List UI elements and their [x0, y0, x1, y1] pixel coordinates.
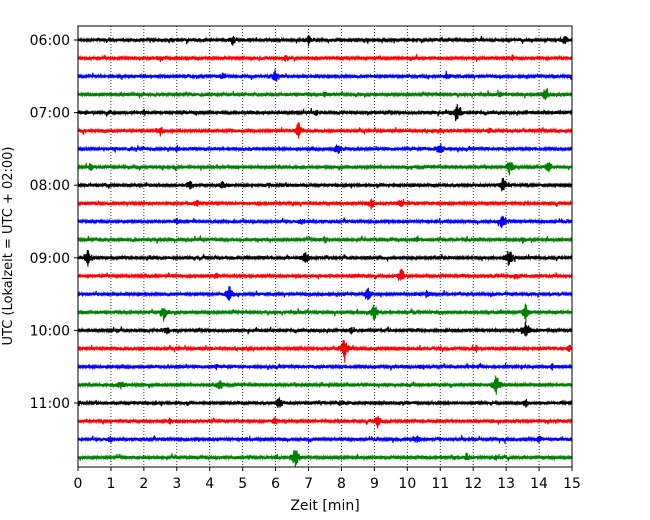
- seismic-traces: [77, 35, 573, 468]
- x-tick-label: 15: [563, 476, 581, 492]
- y-tick-label: 07:00: [30, 106, 70, 122]
- trace-line: [77, 415, 573, 429]
- trace-line: [77, 397, 573, 409]
- x-tick-label: 4: [205, 476, 214, 492]
- trace-line: [77, 250, 573, 267]
- trace-line: [77, 450, 573, 468]
- y-tick-label: 09:00: [30, 251, 70, 267]
- trace-line: [77, 215, 573, 229]
- trace-line: [77, 143, 573, 154]
- x-tick-label: 7: [304, 476, 313, 492]
- plot-background: [78, 26, 572, 467]
- x-tick-label: 14: [530, 476, 548, 492]
- x-tick-label: 3: [172, 476, 181, 492]
- y-tick-label: 06:00: [30, 33, 70, 49]
- trace-line: [77, 103, 573, 122]
- trace-line: [77, 339, 573, 363]
- x-tick-label: 2: [139, 476, 148, 492]
- trace-line: [77, 435, 573, 444]
- y-tick-label: 11:00: [30, 396, 70, 412]
- trace-line: [77, 286, 573, 301]
- y-tick-label: 10:00: [30, 323, 70, 339]
- x-axis-ticks: 0 1 2 3 4 5 6 7 8 9 10 11 12 13 14 15: [74, 467, 581, 492]
- trace-line: [77, 303, 573, 323]
- trace-line: [77, 54, 573, 63]
- plot-frame: [77, 25, 573, 468]
- y-axis-label: UTC (Lokalzeit = UTC + 02:00): [1, 147, 16, 346]
- trace-line: [77, 35, 573, 47]
- x-tick-label: 10: [398, 476, 416, 492]
- y-tick-label: 08:00: [30, 178, 70, 194]
- x-tick-label: 0: [74, 476, 83, 492]
- x-tick-label: 5: [238, 476, 247, 492]
- trace-line: [77, 122, 573, 139]
- x-tick-label: 1: [106, 476, 115, 492]
- trace-line: [77, 69, 573, 82]
- y-axis-ticks: 06:00 07:00 08:00 09:00 10:00 11:00: [30, 33, 78, 412]
- trace-line: [77, 198, 573, 210]
- x-tick-label: 6: [271, 476, 280, 492]
- x-tick-label: 12: [464, 476, 482, 492]
- trace-line: [77, 87, 573, 101]
- x-axis-label: Zeit [min]: [290, 498, 359, 514]
- x-tick-label: 8: [337, 476, 346, 492]
- trace-line: [77, 268, 573, 281]
- x-tick-label: 11: [431, 476, 449, 492]
- trace-line: [77, 161, 573, 176]
- trace-line: [77, 177, 573, 192]
- trace-line: [77, 362, 573, 371]
- x-tick-label: 13: [497, 476, 515, 492]
- trace-line: [77, 321, 573, 337]
- trace-line: [77, 375, 573, 395]
- trace-line: [77, 235, 573, 244]
- x-tick-label: 9: [370, 476, 379, 492]
